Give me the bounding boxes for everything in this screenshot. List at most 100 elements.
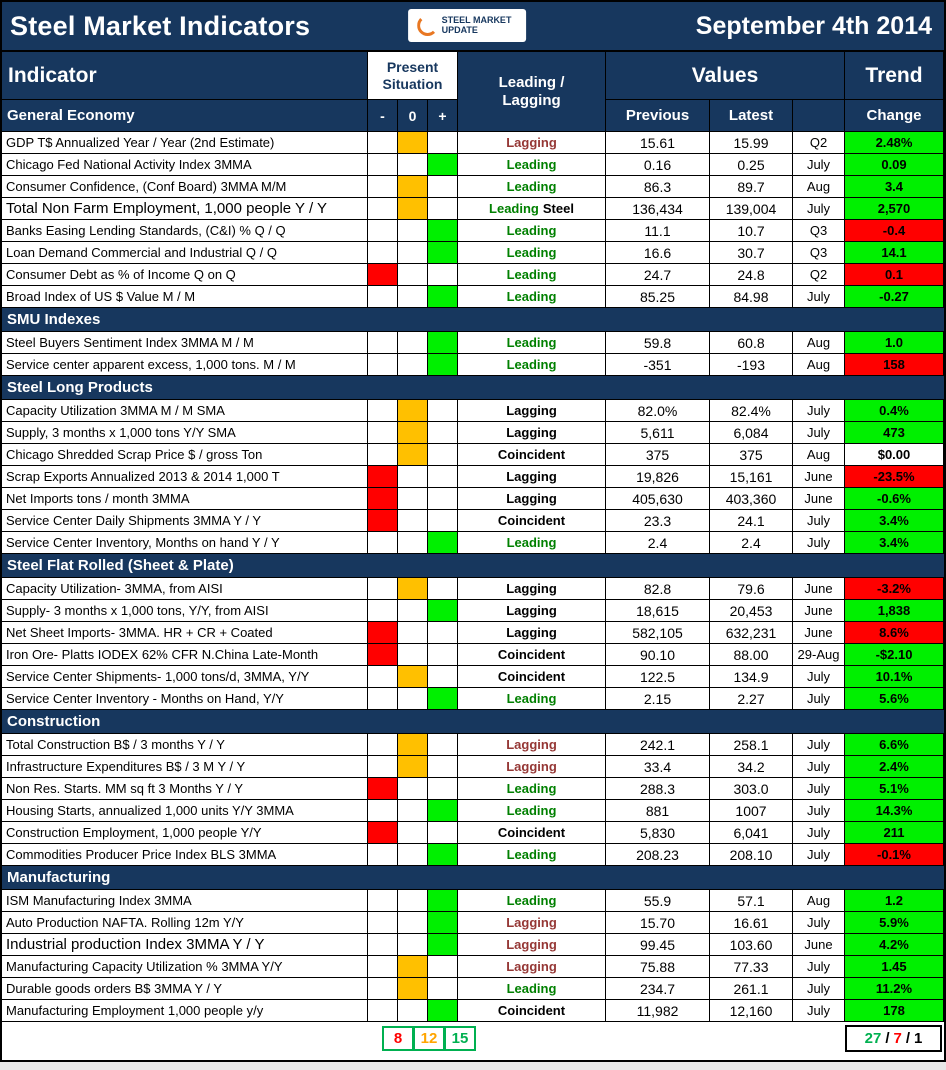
signal-cell: Leading — [458, 844, 606, 866]
change-value: 1,838 — [845, 600, 944, 622]
report-title: Steel Market Indicators — [10, 10, 311, 41]
situation-zero-cell — [398, 734, 428, 756]
indicator-label: Service Center Shipments- 1,000 tons/d, … — [2, 666, 368, 688]
change-value: 5.1% — [845, 778, 944, 800]
situation-zero-cell — [398, 466, 428, 488]
previous-value: 2.4 — [606, 532, 710, 554]
section-header: Construction — [2, 710, 944, 734]
situation-plus-cell — [428, 176, 458, 198]
table-row: Chicago Shredded Scrap Price $ / gross T… — [2, 444, 944, 466]
signal-cell: Coincident — [458, 644, 606, 666]
signal-cell: Lagging — [458, 934, 606, 956]
previous-value: 11,982 — [606, 1000, 710, 1022]
section-header-general-economy: General Economy — [2, 100, 368, 132]
tally-separator: / — [885, 1030, 890, 1047]
situation-minus-cell — [368, 978, 398, 1000]
column-header-leading-lagging: Leading / Lagging — [458, 52, 606, 132]
smu-logo: STEEL MARKET UPDATE — [408, 9, 527, 42]
latest-value: 84.98 — [710, 286, 793, 308]
situation-plus-cell — [428, 1000, 458, 1022]
signal-label: Coincident — [497, 669, 566, 684]
situation-minus-cell — [368, 688, 398, 710]
change-value: 2.48% — [845, 132, 944, 154]
latest-value: 0.25 — [710, 154, 793, 176]
situation-zero-cell — [398, 800, 428, 822]
section-row: Steel Long Products — [2, 376, 944, 400]
previous-value: -351 — [606, 354, 710, 376]
table-row: Industrial production Index 3MMA Y / Y La… — [2, 934, 944, 956]
situation-zero-cell — [398, 688, 428, 710]
latest-value: 1007 — [710, 800, 793, 822]
table-row: Commodities Producer Price Index BLS 3MM… — [2, 844, 944, 866]
situation-minus-cell — [368, 198, 398, 220]
previous-value: 24.7 — [606, 264, 710, 286]
indicator-label: ISM Manufacturing Index 3MMA — [2, 890, 368, 912]
latest-value: 24.1 — [710, 510, 793, 532]
situation-zero-cell — [398, 488, 428, 510]
period-label: Q3 — [793, 242, 845, 264]
signal-label: Lagging — [506, 625, 557, 640]
table-row: Broad Index of US $ Value M / M Leading 85… — [2, 286, 944, 308]
change-value: -0.4 — [845, 220, 944, 242]
previous-value: 11.1 — [606, 220, 710, 242]
change-value: 4.2% — [845, 934, 944, 956]
table-row: Manufacturing Capacity Utilization % 3MM… — [2, 956, 944, 978]
indicator-label: Total Construction B$ / 3 months Y / Y — [2, 734, 368, 756]
period-label: July — [793, 778, 845, 800]
previous-value: 5,830 — [606, 822, 710, 844]
indicator-label: GDP T$ Annualized Year / Year (2nd Estim… — [2, 132, 368, 154]
situation-zero-cell — [398, 822, 428, 844]
situation-minus-cell — [368, 1000, 398, 1022]
situation-zero-cell — [398, 912, 428, 934]
situation-plus-cell — [428, 756, 458, 778]
trend-tally: 27/7/1 — [845, 1025, 942, 1052]
change-value: 158 — [845, 354, 944, 376]
period-label: July — [793, 532, 845, 554]
change-value: 473 — [845, 422, 944, 444]
signal-label: Leading — [489, 201, 539, 216]
signal-label: Lagging — [506, 469, 557, 484]
column-header-plus: + — [428, 100, 458, 132]
latest-value: 16.61 — [710, 912, 793, 934]
situation-minus-cell — [368, 532, 398, 554]
situation-plus-cell — [428, 734, 458, 756]
signal-label: Leading — [506, 847, 557, 862]
period-label: July — [793, 822, 845, 844]
change-value: -23.5% — [845, 466, 944, 488]
table-row: Net Imports tons / month 3MMA Lagging 405,… — [2, 488, 944, 510]
situation-minus-cell — [368, 756, 398, 778]
change-value: 11.2% — [845, 978, 944, 1000]
table-row: Total Non Farm Employment, 1,000 people … — [2, 198, 944, 220]
table-row: Service Center Daily Shipments 3MMA Y / … — [2, 510, 944, 532]
column-header-minus: - — [368, 100, 398, 132]
situation-minus-cell — [368, 286, 398, 308]
situation-plus-cell — [428, 264, 458, 286]
signal-cell: Leading — [458, 286, 606, 308]
indicator-label: Housing Starts, annualized 1,000 units Y… — [2, 800, 368, 822]
signal-label: Leading — [506, 781, 557, 796]
previous-value: 5,611 — [606, 422, 710, 444]
signal-cell: Leading — [458, 532, 606, 554]
previous-value: 99.45 — [606, 934, 710, 956]
latest-value: 208.10 — [710, 844, 793, 866]
situation-minus-cell — [368, 934, 398, 956]
situation-minus-cell — [368, 332, 398, 354]
indicator-label: Industrial production Index 3MMA Y / Y — [2, 934, 368, 956]
previous-value: 86.3 — [606, 176, 710, 198]
table-row: Manufacturing Employment 1,000 people y/… — [2, 1000, 944, 1022]
latest-value: 20,453 — [710, 600, 793, 622]
signal-label: Lagging — [506, 425, 557, 440]
latest-value: 77.33 — [710, 956, 793, 978]
previous-value: 18,615 — [606, 600, 710, 622]
situation-zero-cell — [398, 532, 428, 554]
latest-value: 6,041 — [710, 822, 793, 844]
previous-value: 15.70 — [606, 912, 710, 934]
situation-zero-cell — [398, 332, 428, 354]
situation-minus-cell — [368, 242, 398, 264]
situation-plus-cell — [428, 444, 458, 466]
table-row: Net Sheet Imports- 3MMA. HR + CR + Coate… — [2, 622, 944, 644]
signal-label: Leading — [506, 535, 557, 550]
situation-plus-cell — [428, 666, 458, 688]
change-value: 0.09 — [845, 154, 944, 176]
change-value: 1.2 — [845, 890, 944, 912]
